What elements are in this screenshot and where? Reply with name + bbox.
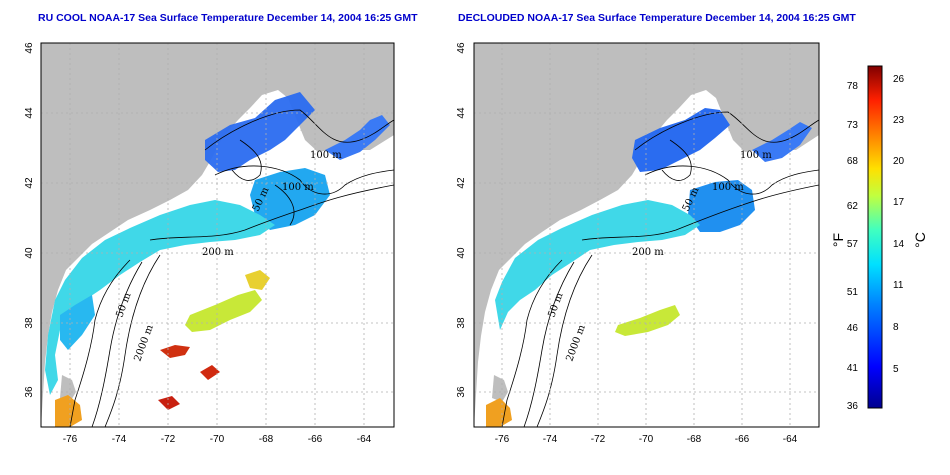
sst-warm-patch-south [55, 395, 82, 427]
panel-title-rucool: RU COOL NOAA-17 Sea Surface Temperature … [38, 12, 418, 24]
y-axis-right: 36 38 40 42 44 46 [456, 42, 467, 398]
y-tick-label: 44 [456, 107, 467, 119]
y-tick-label: 42 [24, 177, 35, 189]
land-peninsula [60, 375, 76, 402]
y-tick-label: 36 [456, 386, 467, 398]
map-panel-right: 100 m 100 m 50 m 200 m 50 m 2000 m -76 -… [456, 42, 820, 445]
sst-slope-water [185, 290, 262, 332]
colorbar-gradient [867, 65, 883, 409]
x-tick-label: -68 [259, 434, 274, 445]
sst-slope-water-2 [245, 270, 270, 290]
celsius-tick: 17 [893, 197, 905, 208]
bathymetry-contours [69, 109, 394, 427]
land-mass [41, 43, 394, 427]
fahrenheit-tick: 51 [847, 287, 859, 298]
contour-label: 100 m [740, 150, 772, 161]
y-tick-label: 42 [456, 177, 467, 189]
land-peninsula [492, 375, 508, 402]
panel-title-declouded: DECLOUDED NOAA-17 Sea Surface Temperatur… [458, 12, 856, 24]
contour-label: 200 m [632, 247, 664, 258]
x-tick-label: -72 [161, 434, 176, 445]
y-tick-label: 40 [24, 247, 35, 259]
celsius-tick: 20 [893, 156, 905, 167]
x-tick-label: -76 [495, 434, 510, 445]
contour-label: 100 m [712, 182, 744, 193]
colorbar-fahrenheit-ticks: 78 73 68 62 57 51 46 41 36 [847, 81, 859, 412]
celsius-tick: 11 [893, 280, 904, 291]
y-tick-label: 36 [24, 386, 35, 398]
x-tick-label: -66 [308, 434, 323, 445]
land-mass [474, 43, 819, 427]
celsius-tick: 8 [893, 322, 899, 333]
fahrenheit-tick: 46 [847, 323, 859, 334]
sst-warm-patch-south [486, 398, 512, 427]
fahrenheit-unit-label: °F [830, 233, 846, 247]
x-tick-label: -64 [783, 434, 798, 445]
sst-gulf-stream-2 [200, 365, 220, 380]
fahrenheit-tick: 78 [847, 81, 859, 92]
x-tick-label: -72 [591, 434, 606, 445]
y-tick-label: 38 [24, 317, 35, 329]
sst-gulf-stream-3 [158, 396, 180, 410]
sst-nova-scotia-shelf [325, 115, 390, 160]
sst-gulf-stream-1 [160, 345, 190, 358]
x-tick-label: -76 [63, 434, 78, 445]
x-axis-left: -76 -74 -72 -70 -68 -66 -64 [63, 434, 372, 445]
x-tick-label: -66 [735, 434, 750, 445]
x-tick-label: -70 [210, 434, 225, 445]
sst-nova-scotia-shelf [752, 122, 812, 162]
y-axis-left: 36 38 40 42 44 46 [24, 42, 35, 398]
celsius-tick: 5 [893, 364, 899, 375]
sst-gulf-of-maine [632, 108, 730, 172]
celsius-unit-label: °C [912, 232, 928, 248]
map-grid [41, 43, 394, 427]
celsius-tick: 26 [893, 74, 905, 85]
map-panel-left: 100 m 100 m 50 m 200 m 50 m 2000 m -76 -… [24, 42, 395, 445]
sst-slope-water [615, 305, 680, 336]
map-frame [40, 42, 395, 428]
y-tick-label: 38 [456, 317, 467, 329]
fahrenheit-tick: 73 [847, 120, 859, 131]
fahrenheit-tick: 62 [847, 201, 859, 212]
fahrenheit-tick: 68 [847, 156, 859, 167]
y-tick-label: 46 [24, 42, 35, 54]
celsius-tick: 23 [893, 115, 905, 126]
x-tick-label: -74 [112, 434, 127, 445]
contour-label: 100 m [282, 182, 314, 193]
x-tick-label: -68 [687, 434, 702, 445]
y-tick-label: 40 [456, 247, 467, 259]
fahrenheit-tick: 36 [847, 401, 859, 412]
y-tick-label: 46 [456, 42, 467, 54]
bathymetry-contours [501, 111, 819, 427]
sst-shelf-band [45, 200, 275, 395]
sst-shelf-band [495, 200, 700, 330]
fahrenheit-tick: 41 [847, 363, 859, 374]
x-axis-right: -76 -74 -72 -70 -68 -66 -64 [495, 434, 798, 445]
sst-gulf-of-maine [205, 92, 315, 172]
x-tick-label: -64 [357, 434, 372, 445]
y-tick-label: 44 [24, 107, 35, 119]
colorbar: 78 73 68 62 57 51 46 41 36 26 23 20 17 1… [830, 65, 928, 412]
fahrenheit-tick: 57 [847, 239, 859, 250]
colorbar-celsius-ticks: 26 23 20 17 14 11 8 5 [893, 74, 905, 375]
x-tick-label: -74 [543, 434, 558, 445]
contour-label: 200 m [202, 247, 234, 258]
contour-label: 100 m [310, 150, 342, 161]
sst-shelf-inner [60, 295, 95, 350]
map-frame [473, 42, 820, 428]
celsius-tick: 14 [893, 239, 905, 250]
x-tick-label: -70 [639, 434, 654, 445]
map-grid [474, 43, 819, 427]
